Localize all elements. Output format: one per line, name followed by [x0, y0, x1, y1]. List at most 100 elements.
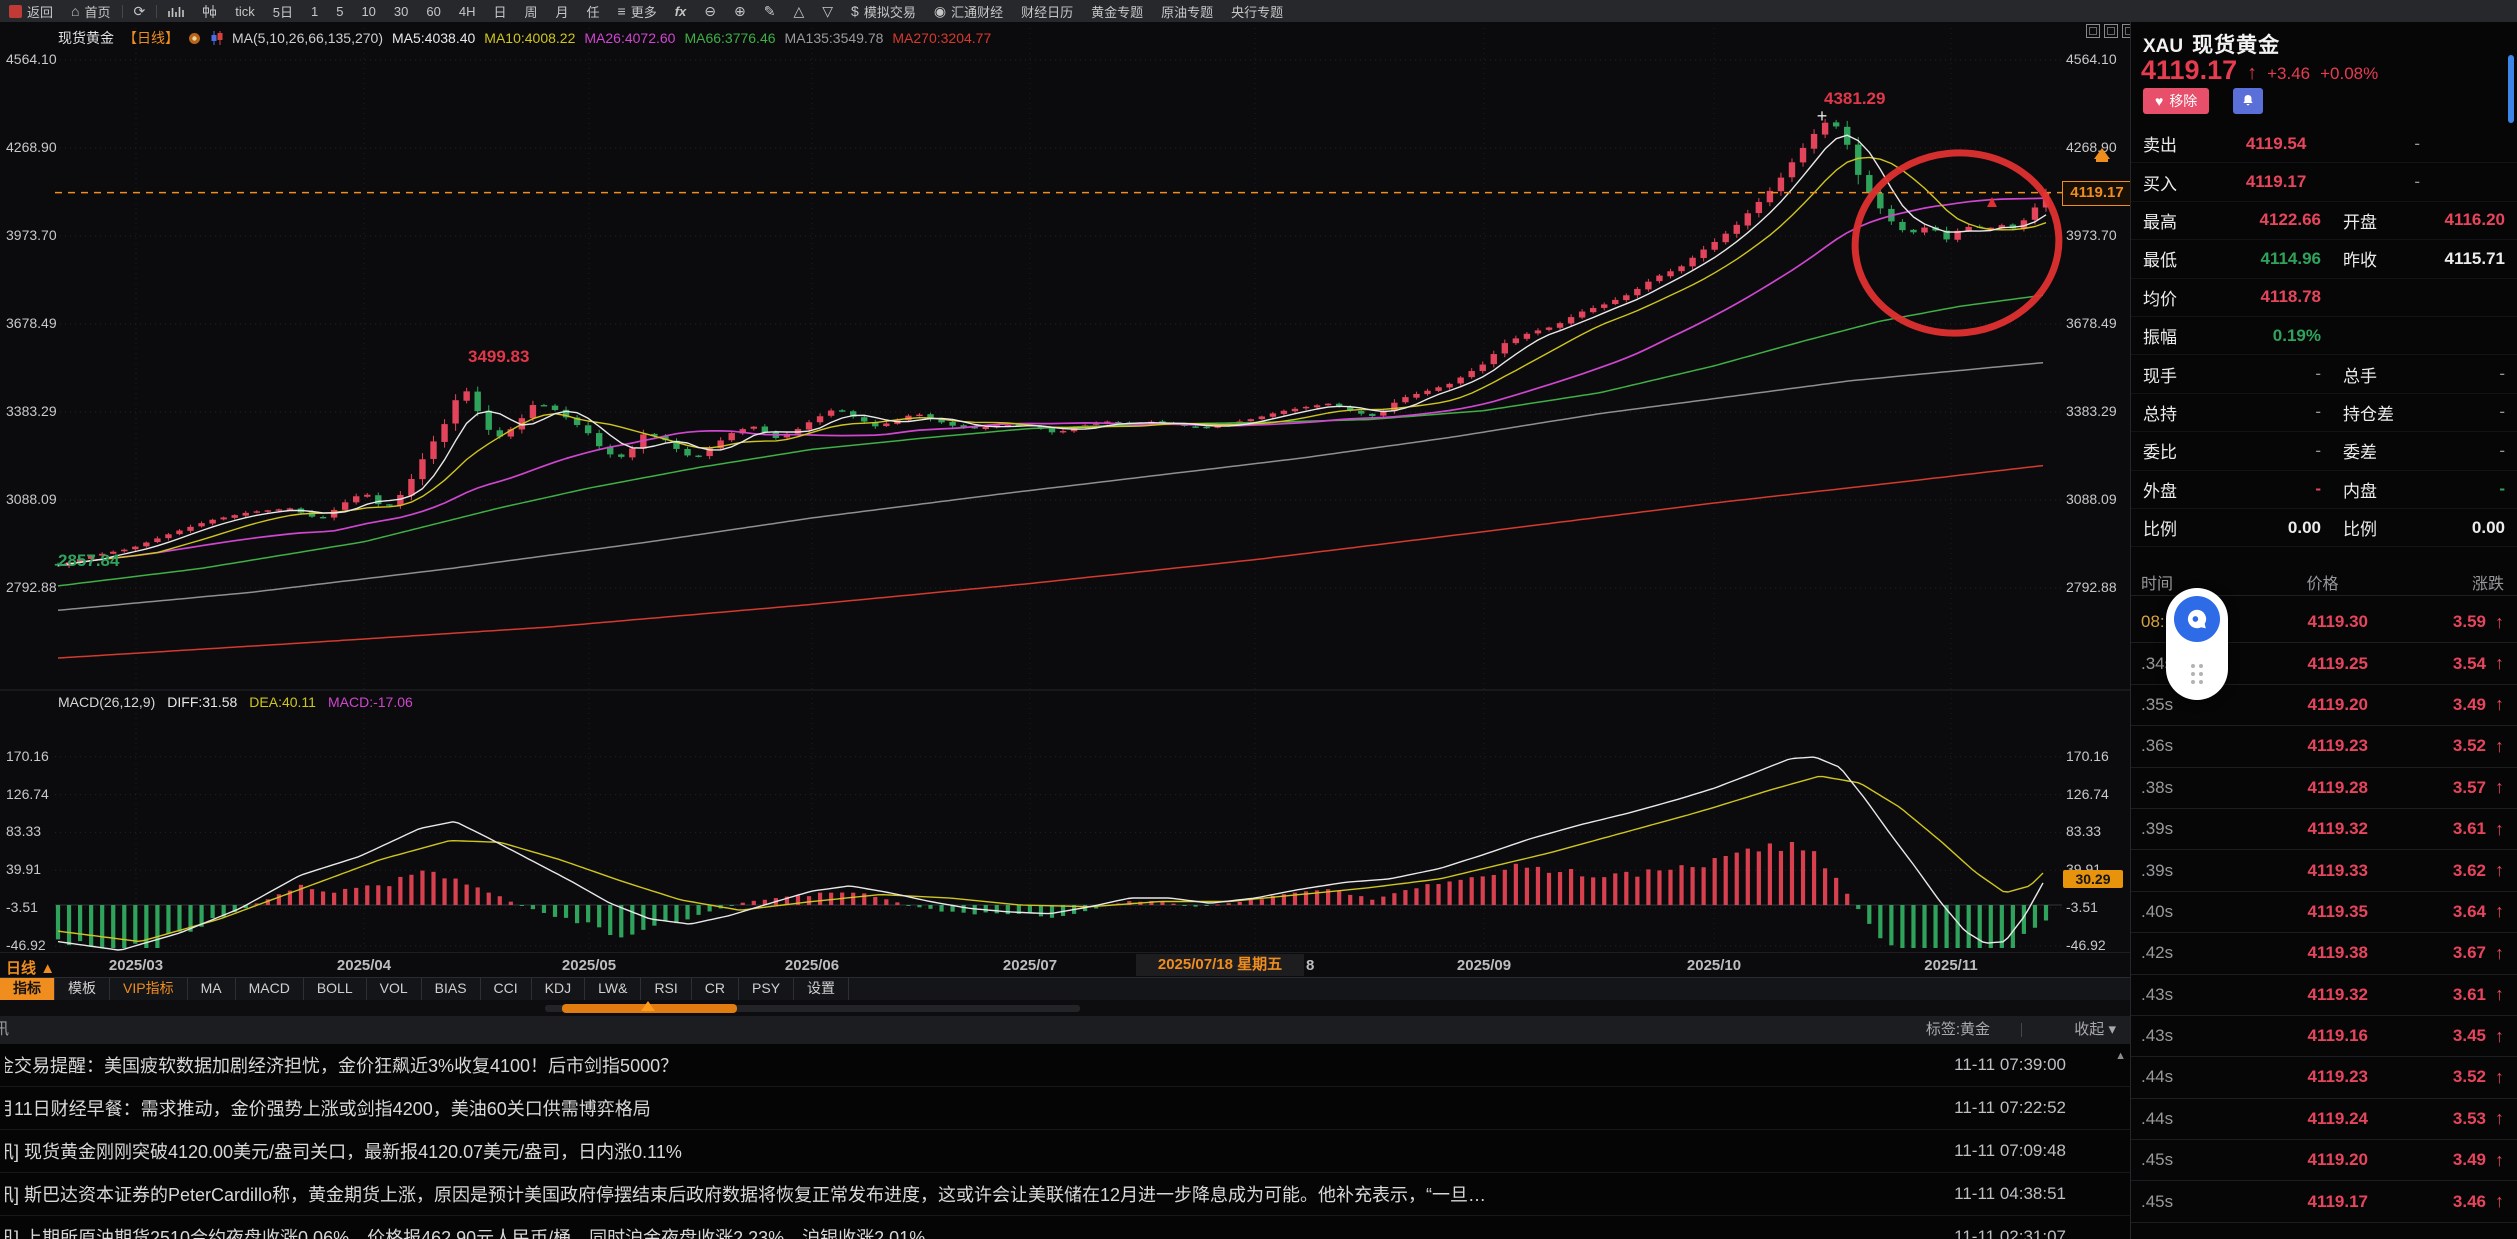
- chart-scrollbar[interactable]: [0, 1000, 2130, 1016]
- scrollbar-track[interactable]: [545, 1005, 1080, 1012]
- toolbar-item-4H[interactable]: 4H: [458, 3, 476, 19]
- tab-指标[interactable]: 指标: [0, 978, 55, 1000]
- alert-bell-button[interactable]: [2233, 88, 2264, 114]
- toolbar-item-zoom-out[interactable]: ⊖: [695, 0, 725, 22]
- tab-BOLL[interactable]: BOLL: [304, 978, 367, 1000]
- toolbar-item-60[interactable]: 60: [426, 3, 441, 19]
- axis-label: 3088.09: [2066, 490, 2117, 507]
- toolbar-item-央行专题[interactable]: 央行专题: [1231, 4, 1284, 20]
- news-panel: 讯 标签:黄金 收起 ▾ 金交易提醒：美国疲软数据加剧经济担忧，金价狂飙近3%收…: [0, 1016, 2130, 1239]
- trade-row[interactable]: .45s 4119.17 3.46 ↑: [2131, 1181, 2517, 1223]
- tab-MACD[interactable]: MACD: [236, 978, 304, 1000]
- settings-dot-icon[interactable]: [188, 32, 201, 45]
- news-item[interactable]: 讯] 现货黄金刚刚突破4120.00美元/盎司关口，最新报4120.07美元/盎…: [0, 1130, 2130, 1173]
- trade-row[interactable]: .44s 4119.23 3.52 ↑: [2131, 1057, 2517, 1099]
- period-label[interactable]: 日线 ▲: [6, 960, 56, 977]
- trade-row[interactable]: .38s 4119.28 3.57 ↑: [2131, 768, 2517, 809]
- bell-icon: [2243, 95, 2253, 106]
- trade-row[interactable]: .35s 4119.20 3.49 ↑: [2131, 685, 2517, 727]
- scrollbar-marker-icon[interactable]: [641, 1001, 655, 1011]
- news-item[interactable]: 讯] 上期所原油期货2510合约夜盘收涨0.06%，价格报462.90元人民币/…: [0, 1216, 2130, 1239]
- trade-row[interactable]: .43s 4119.32 3.61 ↑: [2131, 975, 2517, 1016]
- news-item[interactable]: 月11日财经早餐：需求推动，金价强势上涨或剑指4200，美油60关口供需博弈格局…: [0, 1087, 2130, 1130]
- panel-scrollbar-thumb[interactable]: [2508, 55, 2514, 123]
- axis-label: 39.91: [6, 861, 42, 878]
- trade-row[interactable]: 08: 4119.30 3.59 ↑: [2131, 602, 2517, 644]
- toolbar-item-30[interactable]: 30: [393, 3, 409, 19]
- collapse-button[interactable]: 收起 ▾: [2074, 1021, 2116, 1038]
- tab-LW&[interactable]: LW&: [585, 978, 642, 1000]
- toolbar-item-tick[interactable]: tick: [235, 3, 255, 19]
- layout-split-icon[interactable]: [2104, 24, 2118, 38]
- toolbar-item-5[interactable]: 5: [336, 3, 344, 19]
- toolbar-item-黄金专题[interactable]: 黄金专题: [1091, 4, 1144, 20]
- tab-设置[interactable]: 设置: [794, 978, 850, 1000]
- tab-MA[interactable]: MA: [188, 978, 236, 1000]
- trade-row[interactable]: .43s 4119.16 3.45 ↑: [2131, 1016, 2517, 1058]
- toolbar-item-1[interactable]: 1: [310, 3, 319, 19]
- toolbar-item-tri-up[interactable]: △: [784, 0, 813, 22]
- candlestick-chart[interactable]: 4381.29 3499.83 2857.84 +: [0, 22, 2130, 1016]
- axis-label: 3678.49: [2066, 315, 2117, 331]
- trade-row[interactable]: .45s 4119.20 3.49 ↑: [2131, 1140, 2517, 1182]
- dif-line: [57, 756, 2044, 951]
- toolbar-item-更多[interactable]: ≡ 更多: [617, 3, 657, 20]
- up-arrow-icon: ↑: [2495, 942, 2504, 963]
- news-item[interactable]: 讯] 斯巴达资本证券的PeterCardillo称，黄金期货上涨，原因是预计美国…: [0, 1173, 2130, 1216]
- clipped-tab-label: 讯: [0, 1021, 10, 1038]
- toolbar-item-财经日历[interactable]: 财经日历: [1021, 4, 1074, 20]
- toolbar-item-原油专题[interactable]: 原油专题: [1161, 4, 1214, 20]
- toolbar-item-tri-down[interactable]: ▽: [813, 0, 842, 22]
- macd-legend-part: MACD:-17.06: [327, 694, 413, 710]
- tab-CCI[interactable]: CCI: [481, 978, 532, 1000]
- zoom-out-icon: ⊖: [704, 3, 717, 19]
- tab-VOL[interactable]: VOL: [367, 978, 422, 1000]
- tab-BIAS[interactable]: BIAS: [422, 978, 481, 1000]
- floating-assistant-widget[interactable]: [2166, 588, 2228, 700]
- toolbar-item-返回[interactable]: 返回: [0, 0, 62, 22]
- toolbar-item-日[interactable]: 日: [493, 4, 507, 20]
- tab-CR[interactable]: CR: [692, 978, 740, 1000]
- tab-PSY[interactable]: PSY: [739, 978, 795, 1000]
- toolbar-item-fx[interactable]: fx: [674, 3, 687, 19]
- trade-row[interactable]: .39s 4119.33 3.62 ↑: [2131, 850, 2517, 892]
- selected-date-tag: 2025/07/18 星期五: [1136, 954, 1304, 976]
- trade-row[interactable]: .36s 4119.23 3.52 ↑: [2131, 726, 2517, 768]
- tab-VIP指标[interactable]: VIP指标: [110, 978, 188, 1000]
- price-change-pct: +0.08%: [2320, 64, 2379, 83]
- toolbar-item-candle-chart[interactable]: [193, 0, 226, 22]
- remove-favorite-button[interactable]: ♥ 移除: [2143, 88, 2210, 114]
- assistant-chat-icon[interactable]: [2174, 596, 2220, 642]
- trade-row[interactable]: .39s 4119.32 3.61 ↑: [2131, 809, 2517, 851]
- toolbar-item-周[interactable]: 周: [524, 4, 538, 20]
- tab-KDJ[interactable]: KDJ: [532, 978, 586, 1000]
- toolbar-item-模拟交易[interactable]: $ 模拟交易: [851, 3, 916, 20]
- toolbar-item-draw[interactable]: ✎: [755, 0, 785, 22]
- toolbar-item-汇通财经[interactable]: ◉ 汇通财经: [933, 3, 1004, 20]
- toolbar-item-首页[interactable]: ⌂ 首页: [71, 3, 111, 20]
- trade-row[interactable]: .40s 4119.35 3.64 ↑: [2131, 892, 2517, 934]
- price-alert-icon[interactable]: [2094, 147, 2110, 162]
- toolbar-item-10[interactable]: 10: [361, 3, 376, 19]
- trade-row[interactable]: .44s 4119.24 3.53 ↑: [2131, 1099, 2517, 1141]
- toolbar-item-refresh[interactable]: ⟳: [125, 0, 155, 22]
- toolbar-item-任[interactable]: 任: [586, 4, 600, 20]
- up-arrow-icon: ↑: [2495, 735, 2504, 756]
- toolbar-item-zoom-in[interactable]: ⊕: [725, 0, 755, 22]
- tab-RSI[interactable]: RSI: [641, 978, 692, 1000]
- toolbar-item-5日[interactable]: 5日: [272, 4, 293, 20]
- draw-icon: ✎: [763, 3, 776, 19]
- news-item[interactable]: 金交易提醒：美国疲软数据加剧经济担忧，金价狂飙近3%收复4100！后市剑指500…: [0, 1044, 2130, 1087]
- layout-grid-icon[interactable]: [2086, 24, 2100, 38]
- tab-模板[interactable]: 模板: [55, 978, 110, 1000]
- up-arrow-icon: ↑: [2495, 901, 2504, 922]
- toolbar-item-月[interactable]: 月: [555, 4, 569, 20]
- dea-line: [57, 775, 2044, 942]
- toolbar-item-line-chart[interactable]: [159, 0, 193, 22]
- drag-handle-icon[interactable]: [2191, 664, 2203, 684]
- news-timestamp: 11-11 02:31:07: [1954, 1227, 2066, 1239]
- trade-row[interactable]: .34s 4119.25 3.54 ↑: [2131, 643, 2517, 685]
- trade-row[interactable]: .42s 4119.38 3.67 ↑: [2131, 933, 2517, 975]
- news-scroll-up-icon[interactable]: ▲: [2115, 1050, 2126, 1062]
- chart-area[interactable]: 4381.29 3499.83 2857.84 + 现货黄金 【日线】 MA(5,10,2…: [0, 22, 2154, 1016]
